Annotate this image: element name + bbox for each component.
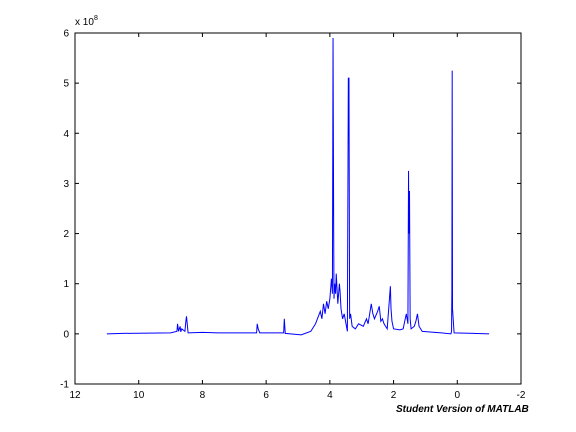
x-tick-label: 10 bbox=[133, 390, 145, 401]
y-tick-label: 0 bbox=[63, 329, 69, 340]
x-tick-label: 12 bbox=[69, 390, 81, 401]
x-tick-label: -2 bbox=[517, 390, 526, 401]
x-tick-label: 4 bbox=[327, 390, 333, 401]
watermark-text: Student Version of MATLAB bbox=[396, 404, 529, 415]
y-tick-label: -1 bbox=[60, 380, 69, 391]
series-line-0 bbox=[106, 38, 490, 336]
y-tick-label: 3 bbox=[63, 179, 69, 190]
x-tick-label: 0 bbox=[455, 390, 461, 401]
plot-area bbox=[106, 38, 490, 336]
x-tick-label: 6 bbox=[263, 390, 269, 401]
y-tick-label: 5 bbox=[63, 79, 69, 90]
y-axis-ticks: -1 0 1 2 3 4 5 6 bbox=[60, 29, 521, 391]
y-exponent-power: 8 bbox=[94, 15, 98, 22]
y-tick-label: 2 bbox=[63, 229, 69, 240]
x-tick-label: 2 bbox=[391, 390, 397, 401]
x-tick-label: 8 bbox=[200, 390, 206, 401]
x-axis-ticks: 12 10 8 6 4 2 0 -2 bbox=[69, 33, 526, 401]
axes-frame bbox=[74, 32, 522, 385]
axes-box bbox=[74, 32, 522, 385]
y-tick-label: 1 bbox=[63, 279, 69, 290]
y-tick-label: 4 bbox=[63, 129, 69, 140]
y-tick-label: 6 bbox=[63, 29, 69, 40]
y-exponent-label: x 10 bbox=[75, 17, 94, 28]
